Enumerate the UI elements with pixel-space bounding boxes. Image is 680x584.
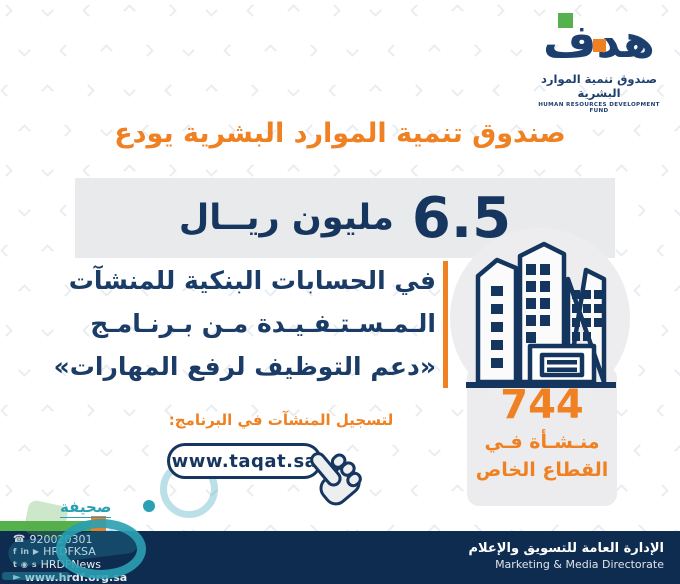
instagram-icon[interactable]: ◉ (20, 559, 28, 569)
body-line-3: «دعم التوظيف لرفع المهارات» (53, 352, 436, 381)
department-english: Marketing & Media Directorate (495, 558, 664, 571)
twitter-icon[interactable]: t (13, 559, 17, 569)
watermark-dot (143, 500, 155, 512)
arrow-icon: ► (13, 571, 21, 583)
hrdf-logo: هدف صندوق تنمية الموارد البشرية HUMAN RE… (534, 12, 664, 114)
hand-cursor-icon (310, 452, 362, 506)
register-label: لتسجيل المنشآت في البرنامج: (168, 411, 394, 429)
taqat-url-button[interactable]: www.taqat.sa (167, 443, 322, 479)
stat-label-line-1: منـشـأة فـي (484, 431, 600, 453)
logo-orange-square (593, 39, 606, 52)
stat-label-line-2: القطاع الخاص (475, 459, 609, 481)
body-text: في الحسابات البنكية للمنشآت الـمـسـتـفـي… (53, 259, 436, 388)
watermark-ring-large (56, 519, 146, 579)
watermark-source-text: صحيفة (60, 498, 112, 518)
body-line-2: الـمـسـتـفـيـدة مـن بـرنـامـج (90, 309, 436, 338)
department-arabic: الإدارة العامة للتسويق والإعلام (468, 541, 664, 556)
stat-value: 744 (500, 382, 584, 428)
watermark-corner-smudge (2, 572, 70, 580)
logo-green-square (558, 13, 573, 28)
footer-department-block: الإدارة العامة للتسويق والإعلام Marketin… (469, 541, 664, 571)
phone-icon: ☎ (13, 533, 26, 545)
body-line-1: في الحسابات البنكية للمنشآت (68, 266, 436, 295)
orange-divider-rule (443, 261, 448, 388)
linkedin-icon[interactable]: in (20, 547, 29, 557)
headline: صندوق تنمية الموارد البشرية يودع (114, 118, 566, 149)
logo-name-arabic: صندوق تنمية الموارد البشرية (541, 72, 657, 100)
stat-text: 744 منـشـأة فـي القطاع الخاص (467, 382, 617, 484)
snapchat-icon[interactable]: s (31, 559, 37, 569)
amount-unit: مليون ريــال (178, 198, 394, 238)
logo-name-english: HUMAN RESOURCES DEVELOPMENT FUND (538, 102, 660, 114)
youtube-icon[interactable]: ▶ (32, 547, 40, 557)
facebook-icon[interactable]: f (13, 547, 17, 557)
green-accent-bar (0, 521, 91, 532)
buildings-icon (466, 241, 616, 388)
